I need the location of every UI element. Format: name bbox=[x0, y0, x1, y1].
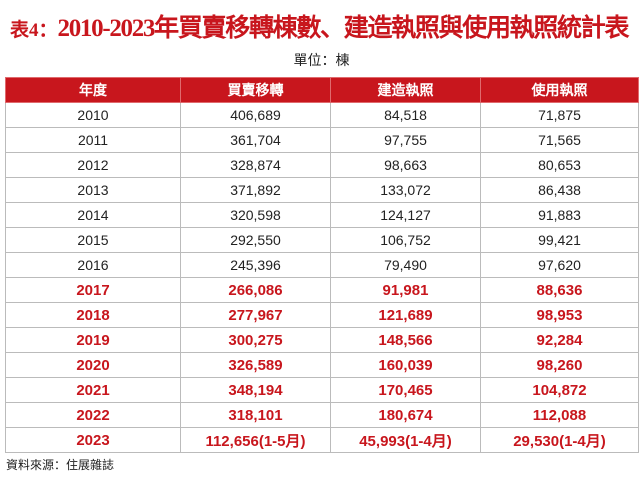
value-cell: 371,892 bbox=[180, 177, 331, 203]
year-cell: 2021 bbox=[5, 377, 181, 403]
value-cell: 361,704 bbox=[180, 127, 331, 153]
table-row: 2013 371,892 133,072 86,438 bbox=[5, 177, 639, 203]
source-note: 資料來源：住展雜誌 bbox=[6, 458, 115, 472]
table-row: 2010 406,689 84,518 71,875 bbox=[5, 102, 639, 128]
year-cell: 2016 bbox=[5, 252, 181, 278]
value-cell: 406,689 bbox=[180, 102, 331, 128]
table-row: 2020 326,589 160,039 98,260 bbox=[5, 352, 639, 378]
value-cell: 133,072 bbox=[330, 177, 481, 203]
year-cell: 2017 bbox=[5, 277, 181, 303]
column-header: 年度 bbox=[5, 77, 181, 103]
value-cell: 318,101 bbox=[180, 402, 331, 428]
year-cell: 2014 bbox=[5, 202, 181, 228]
value-cell: 266,086 bbox=[180, 277, 331, 303]
year-cell: 2015 bbox=[5, 227, 181, 253]
table-row: 2021 348,194 170,465 104,872 bbox=[5, 377, 639, 403]
value-cell: 29,530(1-4月) bbox=[480, 427, 639, 453]
value-cell: 88,636 bbox=[480, 277, 639, 303]
value-cell: 86,438 bbox=[480, 177, 639, 203]
year-cell: 2023 bbox=[5, 427, 181, 453]
value-cell: 245,396 bbox=[180, 252, 331, 278]
value-cell: 160,039 bbox=[330, 352, 481, 378]
value-cell: 99,421 bbox=[480, 227, 639, 253]
year-cell: 2020 bbox=[5, 352, 181, 378]
value-cell: 97,755 bbox=[330, 127, 481, 153]
value-cell: 180,674 bbox=[330, 402, 481, 428]
value-cell: 326,589 bbox=[180, 352, 331, 378]
value-cell: 112,088 bbox=[480, 402, 639, 428]
value-cell: 79,490 bbox=[330, 252, 481, 278]
year-cell: 2012 bbox=[5, 152, 181, 178]
table-row: 2017 266,086 91,981 88,636 bbox=[5, 277, 639, 303]
year-cell: 2018 bbox=[5, 302, 181, 328]
value-cell: 148,566 bbox=[330, 327, 481, 353]
table-row: 2019 300,275 148,566 92,284 bbox=[5, 327, 639, 353]
value-cell: 45,993(1-4月) bbox=[330, 427, 481, 453]
table-row: 2014 320,598 124,127 91,883 bbox=[5, 202, 639, 228]
value-cell: 348,194 bbox=[180, 377, 331, 403]
year-cell: 2013 bbox=[5, 177, 181, 203]
table-label: 表4： bbox=[10, 20, 58, 41]
column-header: 使用執照 bbox=[480, 77, 639, 103]
value-cell: 292,550 bbox=[180, 227, 331, 253]
value-cell: 71,875 bbox=[480, 102, 639, 128]
value-cell: 104,872 bbox=[480, 377, 639, 403]
table-row: 2018 277,967 121,689 98,953 bbox=[5, 302, 639, 328]
data-table: 年度 買賣移轉 建造執照 使用執照 2010 406,689 84,518 71,875 20… bbox=[5, 77, 639, 453]
table-row: 2011 361,704 97,755 71,565 bbox=[5, 127, 639, 153]
value-cell: 98,953 bbox=[480, 302, 639, 328]
table-row: 2016 245,396 79,490 97,620 bbox=[5, 252, 639, 278]
table-title: 2010-2023年買賣移轉棟數、建造執照與使用執照統計表 bbox=[57, 15, 630, 42]
value-cell: 80,653 bbox=[480, 152, 639, 178]
value-cell: 106,752 bbox=[330, 227, 481, 253]
value-cell: 328,874 bbox=[180, 152, 331, 178]
value-cell: 320,598 bbox=[180, 202, 331, 228]
table-row: 2022 318,101 180,674 112,088 bbox=[5, 402, 639, 428]
value-cell: 92,284 bbox=[480, 327, 639, 353]
value-cell: 84,518 bbox=[330, 102, 481, 128]
value-cell: 71,565 bbox=[480, 127, 639, 153]
value-cell: 170,465 bbox=[330, 377, 481, 403]
value-cell: 300,275 bbox=[180, 327, 331, 353]
year-cell: 2011 bbox=[5, 127, 181, 153]
header-row: 年度 買賣移轉 建造執照 使用執照 bbox=[5, 77, 639, 103]
value-cell: 97,620 bbox=[480, 252, 639, 278]
column-header: 買賣移轉 bbox=[180, 77, 331, 103]
column-header: 建造執照 bbox=[330, 77, 481, 103]
table-row: 2023 112,656(1-5月) 45,993(1-4月) 29,530(1-4月… bbox=[5, 427, 639, 453]
table-row: 2012 328,874 98,663 80,653 bbox=[5, 152, 639, 178]
title-block: 表4：2010-2023年買賣移轉棟數、建造執照與使用執照統計表 bbox=[10, 8, 630, 44]
unit-note: 單位：棟 bbox=[293, 53, 350, 69]
value-cell: 98,260 bbox=[480, 352, 639, 378]
year-cell: 2019 bbox=[5, 327, 181, 353]
value-cell: 91,883 bbox=[480, 202, 639, 228]
value-cell: 121,689 bbox=[330, 302, 481, 328]
year-cell: 2010 bbox=[5, 102, 181, 128]
value-cell: 91,981 bbox=[330, 277, 481, 303]
value-cell: 277,967 bbox=[180, 302, 331, 328]
table-row: 2015 292,550 106,752 99,421 bbox=[5, 227, 639, 253]
table-body: 2010 406,689 84,518 71,875 2011 361,704 97,755… bbox=[5, 102, 639, 453]
value-cell: 98,663 bbox=[330, 152, 481, 178]
year-cell: 2022 bbox=[5, 402, 181, 428]
value-cell: 124,127 bbox=[330, 202, 481, 228]
value-cell: 112,656(1-5月) bbox=[180, 427, 331, 453]
